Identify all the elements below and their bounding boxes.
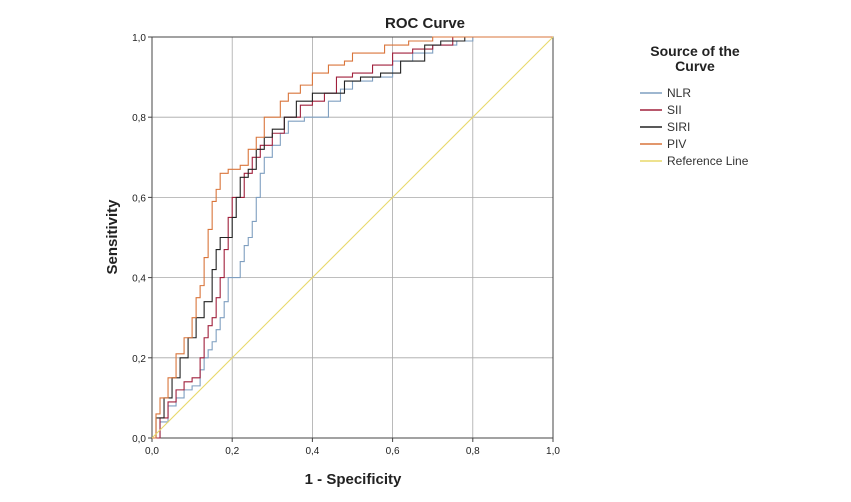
y-tick-label: 1,0 [132, 33, 146, 44]
x-axis-label: 1 - Specificity [305, 471, 402, 488]
legend-label-sii: SII [667, 103, 682, 117]
series-line-sii [152, 36, 553, 439]
x-tick-label: 0,2 [225, 446, 239, 457]
x-tick-label: 0,8 [466, 446, 480, 457]
legend-label-siri: SIRI [667, 120, 690, 134]
y-tick-label: 0,8 [132, 113, 146, 124]
series-line-reference-line [151, 36, 554, 439]
x-tick-label: 0,6 [386, 446, 400, 457]
series-line-siri [152, 36, 553, 439]
plot-area: 0,0 0,2 0,4 0,6 0,8 1,0 0,0 0,2 0,4 0,6 0,8 1,0 [132, 33, 560, 457]
legend-label-nlr: NLR [667, 86, 691, 100]
legend-label-piv: PIV [667, 137, 686, 151]
legend-title: Curve [675, 58, 715, 74]
x-tick-label: 0,0 [145, 446, 159, 457]
y-tick-label: 0,6 [132, 193, 146, 204]
y-axis-label: Sensitivity [104, 199, 121, 275]
chart-title: ROC Curve [385, 15, 465, 32]
series-line-piv [152, 36, 553, 439]
legend-label-reference-line: Reference Line [667, 154, 749, 168]
plot-frame [151, 36, 554, 439]
y-tick-label: 0,4 [132, 274, 146, 285]
x-tick-label: 0,4 [305, 446, 319, 457]
y-tick-label: 0,2 [132, 354, 146, 365]
x-tick-label: 1,0 [546, 446, 560, 457]
legend-title: Source of the [650, 43, 740, 59]
y-tick-label: 0,0 [132, 434, 146, 445]
